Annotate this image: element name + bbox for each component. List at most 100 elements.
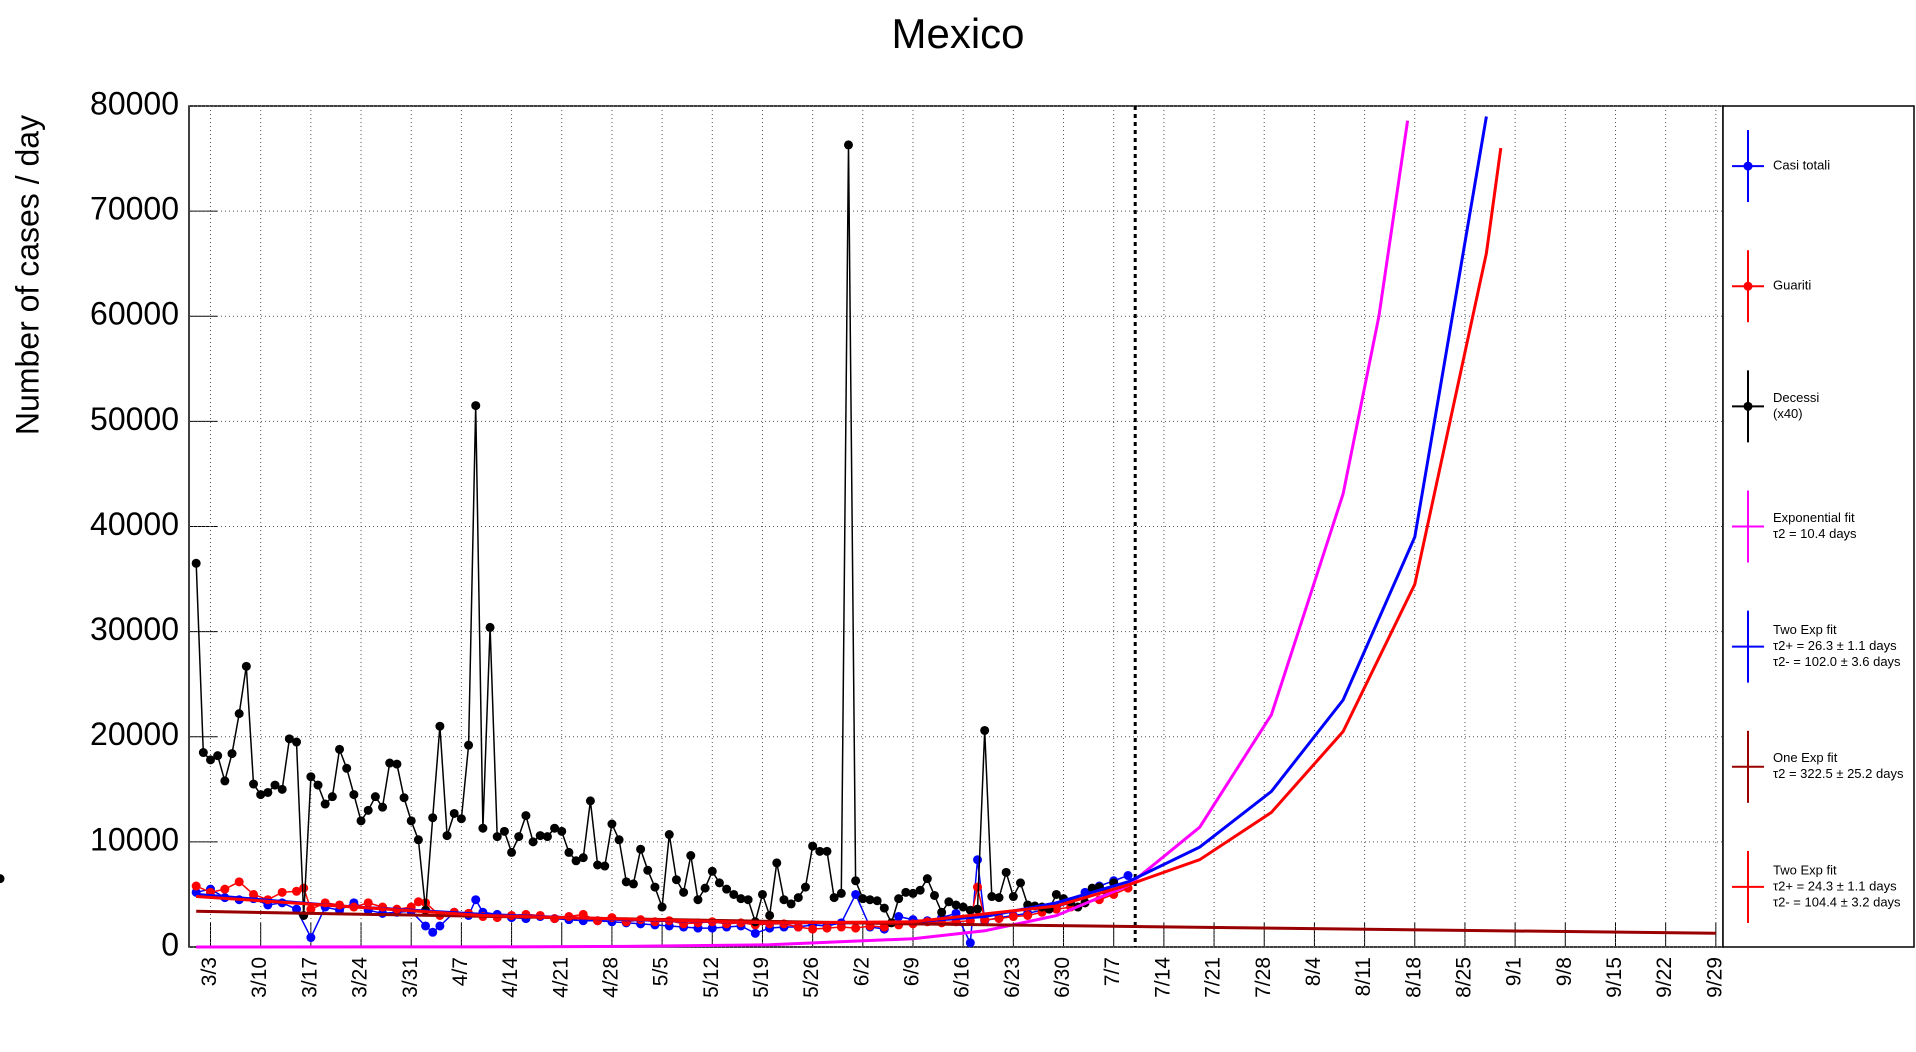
data-point <box>528 837 538 847</box>
data-point <box>679 887 689 897</box>
data-point <box>973 855 983 865</box>
data-point <box>707 866 717 876</box>
legend-label: τ2+ = 26.3 ± 1.1 days <box>1773 638 1897 653</box>
data-point <box>342 763 352 773</box>
data-point <box>292 886 302 896</box>
data-point <box>421 921 431 931</box>
data-point <box>973 904 983 914</box>
data-point <box>241 661 251 671</box>
x-tick-label: 4/14 <box>499 957 522 998</box>
data-point <box>714 878 724 888</box>
data-point <box>363 805 373 815</box>
x-tick-label: 3/3 <box>198 957 221 986</box>
y-tick-label: 0 <box>161 926 179 962</box>
data-point <box>435 721 445 731</box>
x-tick-label: 3/10 <box>248 957 271 998</box>
legend-label: Exponential fit <box>1773 510 1855 525</box>
data-point <box>327 792 337 802</box>
data-point <box>614 835 624 845</box>
x-tick-label: 8/11 <box>1352 957 1375 996</box>
data-point <box>514 832 524 842</box>
x-tick-label: 3/31 <box>399 957 422 998</box>
data-point <box>435 921 445 931</box>
data-point <box>249 779 259 789</box>
data-point <box>922 874 932 884</box>
data-point <box>958 902 968 912</box>
data-point <box>757 889 767 899</box>
data-point <box>786 899 796 909</box>
data-point <box>191 558 201 568</box>
data-point <box>894 912 904 922</box>
data-point <box>578 853 588 863</box>
x-tick-label: 5/12 <box>700 957 723 998</box>
data-point <box>793 893 803 903</box>
data-point <box>564 847 574 857</box>
data-point <box>593 860 603 870</box>
x-tick-label: 3/24 <box>349 957 372 998</box>
data-point <box>227 749 237 759</box>
x-tick-label: 6/23 <box>1001 957 1024 998</box>
data-point <box>707 923 717 933</box>
data-point <box>206 755 216 765</box>
legend-label: τ2 = 322.5 ± 25.2 days <box>1773 766 1904 781</box>
data-point <box>478 823 488 833</box>
legend-marker <box>1743 281 1753 291</box>
data-point <box>277 784 287 794</box>
data-point <box>349 790 359 800</box>
data-point <box>965 938 975 948</box>
data-point <box>951 900 961 910</box>
data-point <box>865 895 875 905</box>
data-point <box>879 903 889 913</box>
data-point <box>378 802 388 812</box>
data-point <box>471 401 481 411</box>
y-tick-label: 60000 <box>90 296 179 332</box>
legend-label: Guariti <box>1773 278 1811 293</box>
data-point <box>571 856 581 866</box>
data-point <box>729 889 739 899</box>
legend-marker <box>1743 401 1753 411</box>
chart-title: Mexico <box>891 10 1024 57</box>
x-tick-label: 4/28 <box>599 957 622 998</box>
data-point <box>1008 892 1018 902</box>
data-point <box>944 897 954 907</box>
y-tick-label: 80000 <box>90 85 179 121</box>
data-point <box>858 894 868 904</box>
fit-curve <box>196 147 1503 925</box>
data-point <box>929 890 939 900</box>
x-tick-label: 3/17 <box>298 957 321 998</box>
data-point <box>851 923 861 933</box>
data-point <box>973 882 983 892</box>
y-tick-label: 70000 <box>90 191 179 227</box>
x-tick-label: 8/18 <box>1402 957 1425 998</box>
x-tick-label: 6/30 <box>1051 957 1074 998</box>
data-point <box>980 725 990 735</box>
data-point <box>965 905 975 915</box>
legend-label: One Exp fit <box>1773 750 1838 765</box>
y-tick-label: 40000 <box>90 506 179 542</box>
data-point <box>471 895 481 905</box>
data-point <box>198 748 208 758</box>
data-point <box>234 709 244 719</box>
data-point <box>643 865 653 875</box>
y-axis-label: Number of cases / day <box>9 115 45 435</box>
legend-label: Two Exp fit <box>1773 622 1837 637</box>
data-point <box>0 874 5 884</box>
y-tick-label: 50000 <box>90 401 179 437</box>
data-point <box>406 816 416 826</box>
data-point <box>937 907 947 917</box>
data-point <box>256 790 266 800</box>
data-point <box>306 933 316 943</box>
data-point <box>700 883 710 893</box>
data-point <box>542 832 552 842</box>
data-point <box>320 799 330 809</box>
x-tick-label: 9/8 <box>1553 957 1576 986</box>
data-point <box>442 831 452 841</box>
data-point <box>1001 867 1011 877</box>
data-point <box>428 927 438 937</box>
x-tick-label: 9/1 <box>1503 957 1526 986</box>
data-point <box>872 896 882 906</box>
legend-label: (x40) <box>1773 406 1803 421</box>
data-point <box>220 776 230 786</box>
data-point <box>335 744 345 754</box>
